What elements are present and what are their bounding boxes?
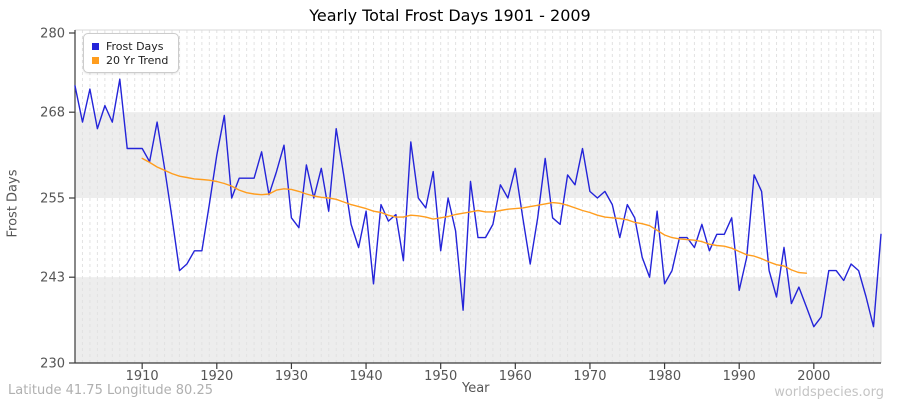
coordinates-label: Latitude 41.75 Longitude 80.25: [8, 383, 213, 398]
y-tick-label-230: 230: [40, 357, 65, 372]
y-tick-label-268: 268: [40, 106, 65, 121]
y-tick-label-243: 243: [40, 271, 65, 286]
legend-item-trend: 20 Yr Trend: [92, 53, 168, 67]
legend: Frost Days 20 Yr Trend: [83, 33, 180, 73]
x-tick-label-1920: 1920: [200, 369, 233, 384]
x-tick-label-1980: 1980: [648, 369, 681, 384]
x-tick-label-1930: 1930: [275, 369, 308, 384]
x-tick-label-1970: 1970: [573, 369, 606, 384]
trend-swatch-icon: [92, 56, 99, 64]
legend-label-trend: 20 Yr Trend: [106, 53, 169, 67]
legend-item-frost-days: Frost Days: [92, 39, 168, 53]
y-tick-label-255: 255: [40, 192, 65, 207]
x-tick-label-1990: 1990: [723, 369, 756, 384]
watermark: worldspecies.org: [774, 385, 884, 400]
trend-line: [141, 157, 808, 274]
x-tick-label-1960: 1960: [499, 369, 532, 384]
band-268-255: [75, 112, 881, 198]
x-tick-label-2000: 2000: [797, 369, 830, 384]
y-axis-title: Frost Days: [5, 169, 21, 238]
x-axis-title: Year: [462, 381, 490, 396]
y-tick-label-280: 280: [40, 27, 65, 42]
x-tick-label-1910: 1910: [126, 369, 159, 384]
x-tick-label-1940: 1940: [350, 369, 383, 384]
chart-title: Yearly Total Frost Days 1901 - 2009: [309, 6, 591, 25]
frost-days-line: [74, 78, 882, 328]
legend-label-frost-days: Frost Days: [106, 39, 164, 53]
frost-days-swatch-icon: [92, 42, 99, 50]
x-tick-label-1950: 1950: [424, 369, 457, 384]
